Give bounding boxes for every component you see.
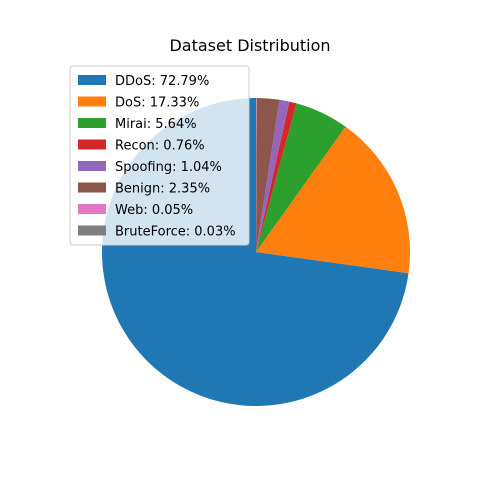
legend-label-dos: DoS: 17.33% [115,96,199,111]
legend-label-web: Web: 0.05% [115,203,193,218]
legend-swatch-recon [78,140,106,150]
legend-label-recon: Recon: 0.76% [115,139,205,154]
legend-swatch-benign [78,183,106,193]
legend-label-benign: Benign: 2.35% [115,182,210,197]
legend-label-bruteforce: BruteForce: 0.03% [115,225,236,240]
legend-swatch-web [78,204,106,214]
legend-frame [70,66,249,245]
legend-swatch-mirai [78,118,106,128]
legend-label-ddos: DDoS: 72.79% [115,74,209,89]
legend-swatch-bruteforce [78,226,106,236]
legend: DDoS: 72.79% DoS: 17.33% Mirai: 5.64% Recon… [70,66,249,245]
legend-swatch-dos [78,97,106,107]
legend-swatch-spoofing [78,161,106,171]
legend-label-mirai: Mirai: 5.64% [115,117,197,132]
chart-title: Dataset Distribution [0,36,500,55]
legend-swatch-ddos [78,75,106,85]
legend-label-spoofing: Spoofing: 1.04% [115,160,222,175]
